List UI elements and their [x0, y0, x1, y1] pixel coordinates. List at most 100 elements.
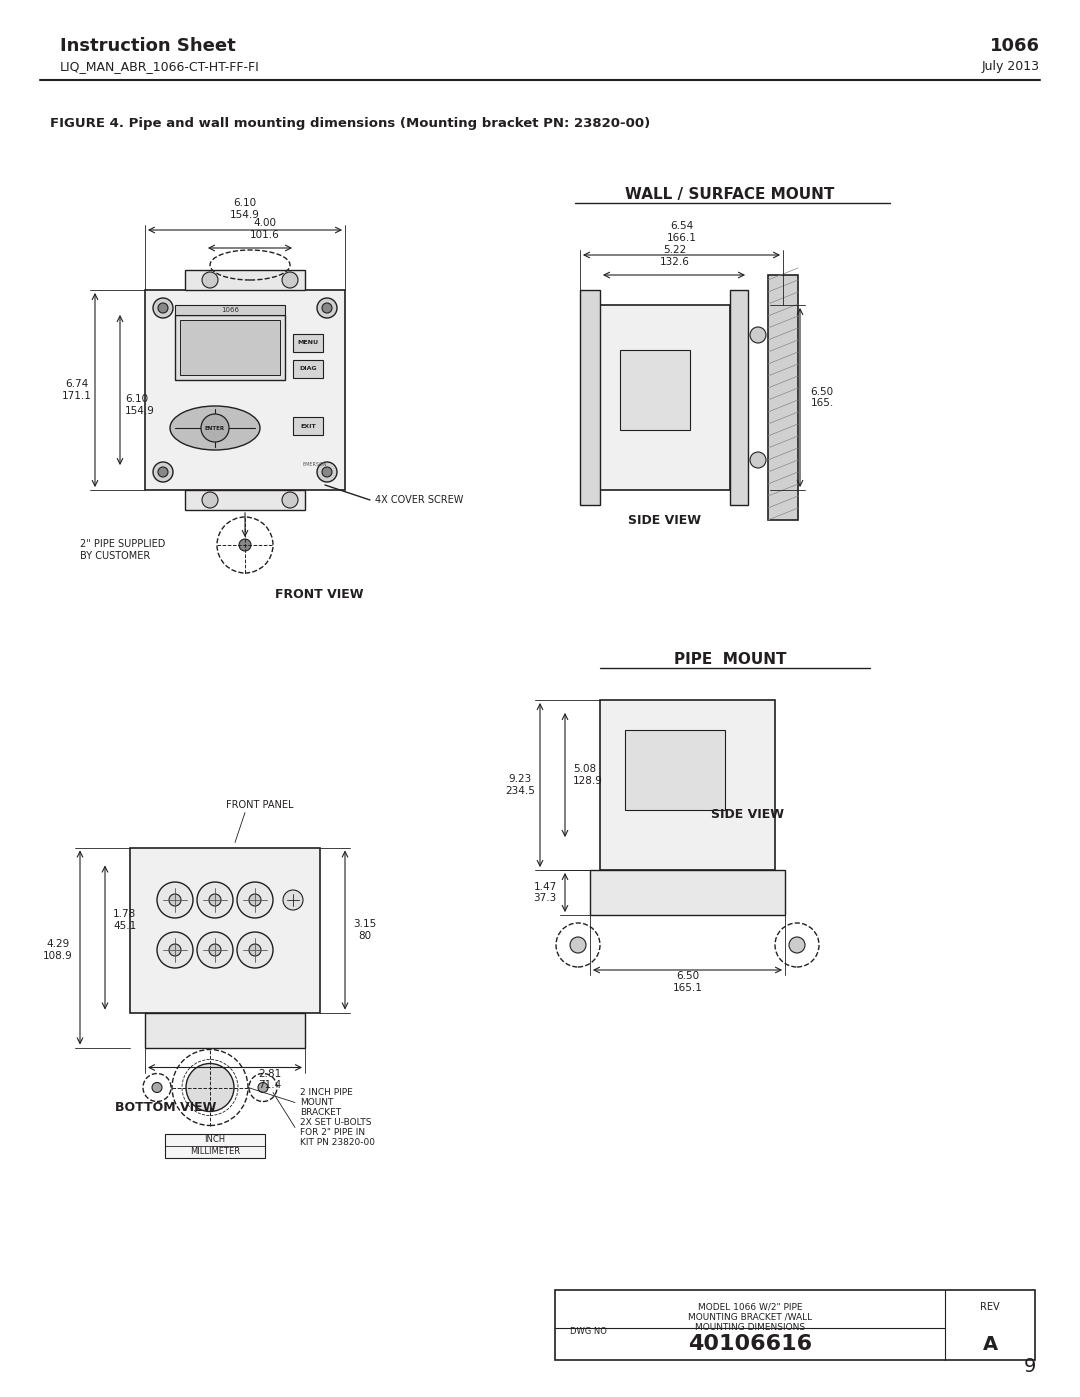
Text: MILLIMETER: MILLIMETER: [190, 1147, 240, 1155]
Circle shape: [168, 894, 181, 907]
Text: 6.10
154.9: 6.10 154.9: [125, 394, 154, 416]
Bar: [130, 848, 320, 1013]
Text: 4X COVER SCREW: 4X COVER SCREW: [375, 495, 463, 504]
Circle shape: [283, 890, 303, 909]
Text: 9: 9: [1024, 1358, 1036, 1376]
Ellipse shape: [170, 407, 260, 450]
Text: ENTER: ENTER: [205, 426, 225, 430]
Text: 6.74
171.1: 6.74 171.1: [62, 379, 92, 401]
Circle shape: [249, 944, 261, 956]
Text: DIAG: DIAG: [299, 366, 316, 372]
Text: 5.08
128.9: 5.08 128.9: [573, 764, 603, 785]
Circle shape: [750, 327, 766, 344]
Circle shape: [202, 492, 218, 509]
Text: Instruction Sheet: Instruction Sheet: [60, 36, 235, 54]
Text: 40106616: 40106616: [688, 1334, 812, 1354]
Text: SIDE VIEW: SIDE VIEW: [629, 514, 702, 527]
Circle shape: [153, 462, 173, 482]
Bar: [175, 314, 285, 380]
Circle shape: [157, 932, 193, 968]
Bar: [185, 490, 305, 510]
Circle shape: [750, 453, 766, 468]
Text: 4.29
108.9: 4.29 108.9: [43, 939, 72, 961]
Bar: [293, 416, 323, 434]
Text: MENU: MENU: [297, 341, 319, 345]
Bar: [600, 700, 775, 870]
Text: MODEL 1066 W/2" PIPE
MOUNTING BRACKET /WALL
MOUNTING DIMENSIONS: MODEL 1066 W/2" PIPE MOUNTING BRACKET /W…: [688, 1302, 812, 1331]
Bar: [555, 1289, 1035, 1361]
Circle shape: [152, 1083, 162, 1092]
Circle shape: [197, 882, 233, 918]
Circle shape: [789, 937, 805, 953]
Bar: [293, 360, 323, 379]
Circle shape: [282, 272, 298, 288]
Circle shape: [153, 298, 173, 319]
Circle shape: [168, 944, 181, 956]
Text: PIPE  MOUNT: PIPE MOUNT: [674, 652, 786, 668]
Text: 2 INCH PIPE
MOUNT
BRACKET: 2 INCH PIPE MOUNT BRACKET: [300, 1088, 353, 1118]
Circle shape: [249, 894, 261, 907]
Bar: [145, 291, 345, 490]
Bar: [768, 275, 798, 520]
Text: 2.81
71.4: 2.81 71.4: [258, 1069, 282, 1090]
Circle shape: [570, 937, 586, 953]
Bar: [620, 351, 690, 430]
Bar: [730, 291, 748, 504]
Text: DWG NO: DWG NO: [570, 1327, 607, 1337]
Bar: [625, 731, 725, 810]
Circle shape: [237, 882, 273, 918]
Circle shape: [210, 944, 221, 956]
Text: WALL / SURFACE MOUNT: WALL / SURFACE MOUNT: [625, 187, 835, 203]
Text: REV: REV: [981, 1302, 1000, 1312]
Circle shape: [318, 462, 337, 482]
Text: 1066: 1066: [221, 307, 239, 313]
Text: A: A: [983, 1334, 998, 1354]
Text: SIDE VIEW: SIDE VIEW: [711, 809, 784, 821]
Text: 6.10
154.9: 6.10 154.9: [230, 198, 260, 219]
Bar: [580, 291, 600, 504]
Bar: [600, 305, 730, 490]
Text: 3.15
80: 3.15 80: [353, 919, 377, 940]
Circle shape: [210, 894, 221, 907]
Text: 2" PIPE SUPPLIED
BY CUSTOMER: 2" PIPE SUPPLIED BY CUSTOMER: [80, 539, 165, 560]
Bar: [180, 320, 280, 374]
Text: INCH: INCH: [204, 1134, 226, 1144]
Text: 1.78
45.1: 1.78 45.1: [113, 909, 136, 930]
Text: 4.00
101.6: 4.00 101.6: [251, 218, 280, 240]
Circle shape: [322, 467, 332, 476]
Circle shape: [157, 882, 193, 918]
Text: 1066: 1066: [990, 36, 1040, 54]
Circle shape: [318, 298, 337, 319]
Circle shape: [322, 303, 332, 313]
Text: FRONT PANEL: FRONT PANEL: [226, 799, 294, 809]
Text: 6.50
165.1: 6.50 165.1: [673, 971, 702, 993]
Bar: [145, 1013, 305, 1048]
Text: July 2013: July 2013: [982, 60, 1040, 73]
Text: EXIT: EXIT: [300, 423, 315, 429]
Circle shape: [201, 414, 229, 441]
Text: LIQ_MAN_ABR_1066-CT-HT-FF-FI: LIQ_MAN_ABR_1066-CT-HT-FF-FI: [60, 60, 260, 73]
Bar: [293, 334, 323, 352]
Bar: [185, 270, 305, 291]
Bar: [165, 1133, 265, 1158]
Text: 6.54
166.1: 6.54 166.1: [666, 221, 697, 243]
Text: 9.23
234.5: 9.23 234.5: [505, 774, 535, 796]
Text: 6.50
165.: 6.50 165.: [810, 387, 834, 408]
Circle shape: [158, 303, 168, 313]
Circle shape: [239, 539, 251, 550]
Circle shape: [158, 467, 168, 476]
Circle shape: [186, 1063, 234, 1112]
Text: 2X SET U-BOLTS
FOR 2" PIPE IN
KIT PN 23820-00: 2X SET U-BOLTS FOR 2" PIPE IN KIT PN 238…: [300, 1118, 375, 1147]
Circle shape: [237, 932, 273, 968]
Bar: [590, 870, 785, 915]
Text: 5.22
132.6: 5.22 132.6: [660, 246, 690, 267]
Circle shape: [258, 1083, 268, 1092]
Circle shape: [197, 932, 233, 968]
Text: BOTTOM VIEW: BOTTOM VIEW: [114, 1101, 216, 1113]
Circle shape: [202, 272, 218, 288]
Text: FRONT VIEW: FRONT VIEW: [275, 588, 364, 602]
Text: 1.47
37.3: 1.47 37.3: [534, 882, 556, 904]
Circle shape: [282, 492, 298, 509]
Text: FIGURE 4. Pipe and wall mounting dimensions (Mounting bracket PN: 23820-00): FIGURE 4. Pipe and wall mounting dimensi…: [50, 117, 650, 130]
Text: EMERSON: EMERSON: [302, 462, 327, 468]
